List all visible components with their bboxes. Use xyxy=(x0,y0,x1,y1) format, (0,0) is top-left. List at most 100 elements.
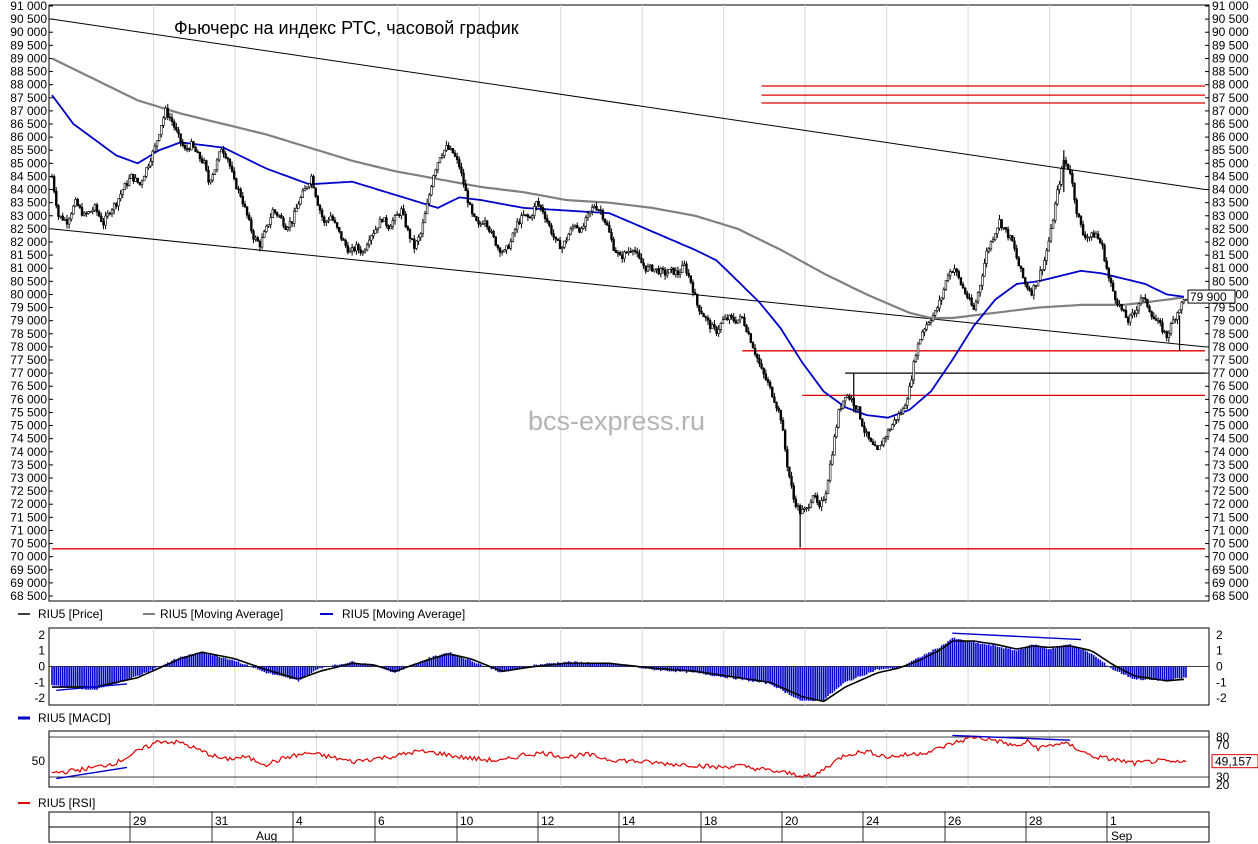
candle-body xyxy=(946,275,950,281)
candle-body xyxy=(423,213,427,224)
candle-body xyxy=(505,245,508,251)
rsi-tick-label-right: 70 xyxy=(1216,738,1230,752)
price-tick-label-left: 87 500 xyxy=(10,91,47,105)
price-tick-label-right: 77 500 xyxy=(1212,353,1249,367)
candle-body xyxy=(953,268,956,273)
candle-body xyxy=(1144,297,1147,300)
rsi-tick-label-right: 80 xyxy=(1216,730,1230,744)
candle-body xyxy=(580,228,583,233)
candle-body xyxy=(318,205,322,211)
candle-body xyxy=(1120,304,1123,311)
price-tick-label-right: 71 500 xyxy=(1212,510,1249,524)
candle-body xyxy=(391,220,395,227)
price-tick-label-left: 85 500 xyxy=(10,143,47,157)
candle-body xyxy=(346,245,350,253)
candle-body xyxy=(668,269,671,274)
candle-body xyxy=(796,505,800,507)
candle-body xyxy=(509,241,512,249)
candle-body xyxy=(494,236,497,246)
candle-body xyxy=(500,251,504,254)
candle-body xyxy=(970,297,973,306)
candle-body xyxy=(599,209,602,212)
candle-body xyxy=(374,229,377,234)
candle-body xyxy=(359,249,362,254)
candle-body xyxy=(303,188,307,192)
candle-body xyxy=(1039,270,1042,281)
price-tick-label-left: 87 000 xyxy=(10,104,47,118)
candle-body xyxy=(728,314,731,321)
candle-body xyxy=(961,284,965,289)
candle-body xyxy=(115,203,118,207)
candle-body xyxy=(766,379,770,383)
candle-body xyxy=(65,218,69,225)
price-tick-label-right: 90 500 xyxy=(1212,12,1249,26)
price-tick-label-right: 78 500 xyxy=(1212,327,1249,341)
macd-panel: 2 21 10 0-1 -1-2 -2 xyxy=(34,627,1227,706)
candle-body xyxy=(241,196,244,205)
candle-body xyxy=(365,244,369,251)
price-tick-label-right: 73 000 xyxy=(1212,471,1249,485)
candle-body xyxy=(378,219,382,229)
candle-body xyxy=(758,357,761,365)
candle-body xyxy=(1041,269,1044,272)
candle-body xyxy=(700,310,703,314)
candle-body xyxy=(653,268,656,272)
candle-body xyxy=(428,194,431,204)
candle-body xyxy=(788,466,791,477)
candle-body xyxy=(762,367,765,375)
rsi-path xyxy=(52,735,1187,779)
candle-body xyxy=(957,271,960,279)
candle-body xyxy=(955,268,958,272)
price-tick-label-right: 75 500 xyxy=(1212,405,1249,419)
candle-body xyxy=(440,155,444,158)
candle-body xyxy=(738,316,742,321)
candle-body xyxy=(556,238,560,241)
candle-body xyxy=(773,396,776,403)
candle-body xyxy=(151,150,154,162)
candle-body xyxy=(717,328,720,334)
price-tick-label-left: 71 500 xyxy=(10,510,47,524)
candle-body xyxy=(181,141,184,146)
macd-legend: RIU5 [MACD] xyxy=(18,711,111,725)
candle-body xyxy=(123,183,127,191)
candle-body xyxy=(357,244,360,250)
candle-body xyxy=(496,245,500,249)
candle-body xyxy=(940,297,943,301)
candle-body xyxy=(826,480,830,495)
candle-body xyxy=(415,240,418,249)
candle-body xyxy=(713,324,716,328)
candle-body xyxy=(1000,219,1003,229)
candle-body xyxy=(526,214,530,218)
price-tick-label-right: 68 500 xyxy=(1212,589,1249,603)
candle-body xyxy=(1090,232,1093,238)
candle-body xyxy=(578,227,581,233)
candle-body xyxy=(230,165,234,172)
candle-body xyxy=(323,216,326,223)
candle-body xyxy=(837,409,840,428)
candle-body xyxy=(524,214,527,216)
candle-body xyxy=(1152,316,1156,320)
candle-body xyxy=(968,297,971,300)
candle-body xyxy=(987,248,990,252)
candle-body xyxy=(361,251,365,254)
candle-body xyxy=(380,219,384,222)
candle-body xyxy=(430,186,433,196)
candle-body xyxy=(1049,228,1053,242)
price-legend: RIU5 [Price] RIU5 [Moving Average] RIU5 … xyxy=(18,607,465,621)
candle-body xyxy=(329,215,332,221)
candle-body xyxy=(792,485,795,500)
candle-body xyxy=(666,272,669,276)
candle-body xyxy=(1075,199,1078,214)
price-tick-label-left: 88 500 xyxy=(10,65,47,79)
candle-body xyxy=(533,206,536,216)
candle-body xyxy=(1169,323,1173,334)
price-tick-label-left: 82 500 xyxy=(10,222,47,236)
price-tick-label-right: 77 000 xyxy=(1212,366,1249,380)
price-tick-label-left: 69 500 xyxy=(10,563,47,577)
candle-body xyxy=(623,251,626,259)
candle-body xyxy=(676,270,680,275)
candle-body xyxy=(344,240,347,246)
candle-body xyxy=(1137,303,1141,311)
candle-body xyxy=(629,250,632,253)
